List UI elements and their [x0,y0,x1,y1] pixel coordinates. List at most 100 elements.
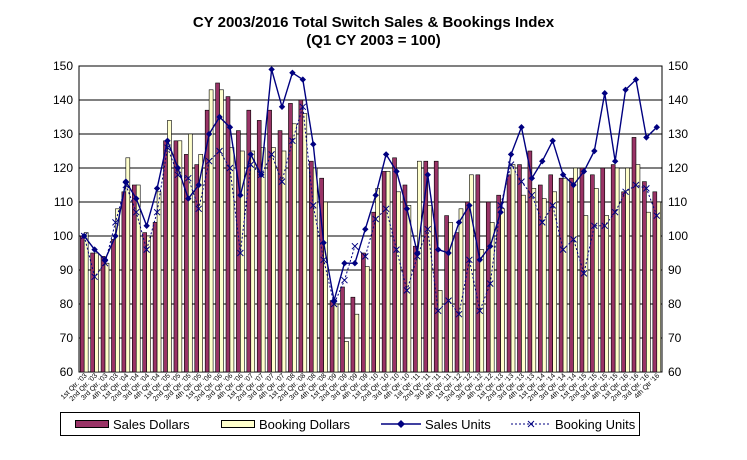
point-sales-units [580,168,588,175]
bar-booking-dollars [323,201,328,373]
point-booking-units [622,188,629,196]
y-tick-label-left: 110 [54,195,73,209]
point-booking-units [361,253,369,260]
bar-booking-dollars [125,157,131,373]
point-booking-units [132,208,140,216]
bar-booking-dollars [271,147,276,373]
bar-booking-dollars [646,211,651,373]
point-sales-units [362,226,369,233]
bar-booking-dollars [541,198,547,373]
point-sales-units [559,171,567,178]
point-sales-units [164,137,171,144]
point-sales-units [518,124,525,131]
bar-sales-dollars [381,171,387,373]
y-tick-label-right: 60 [668,365,682,379]
point-sales-units [528,175,536,182]
point-sales-units [601,90,608,97]
bar-sales-dollars [142,232,147,373]
point-booking-units [445,297,452,304]
point-sales-units [591,147,598,155]
bar-sales-dollars [392,157,397,373]
bar-booking-dollars [562,177,568,373]
bar-sales-dollars [225,96,231,373]
bar-sales-dollars [590,174,595,373]
point-sales-units [257,171,265,178]
point-booking-units [559,246,567,253]
point-booking-units [455,310,463,318]
bar-sales-dollars [413,245,418,373]
bar-sales-dollars [163,140,168,373]
legend-item-booking-units: Booking Units [511,416,635,432]
point-sales-units [205,130,213,138]
point-sales-units [611,158,619,165]
point-booking-units [528,191,536,199]
point-sales-units [476,256,484,263]
bar-booking-dollars [208,89,214,373]
point-booking-units [268,151,275,158]
bar-sales-dollars [631,137,637,373]
bar-sales-dollars [361,252,366,373]
point-sales-units [268,66,275,73]
y-tick-label-left: 140 [53,93,73,107]
legend-label-sales-units: Sales Units [425,416,491,432]
point-sales-units [195,181,202,189]
point-booking-units [101,259,109,267]
point-booking-units [486,280,494,287]
point-booking-units [91,273,98,281]
legend-label-booking-dollars: Booking Dollars [259,416,351,432]
point-sales-units [237,192,244,199]
y-tick-label-left: 60 [60,365,74,379]
bar-booking-dollars [614,167,620,373]
bar-sales-dollars [152,222,158,373]
bar-booking-dollars [188,133,193,373]
point-booking-units [372,215,380,223]
point-sales-units [393,168,400,175]
point-sales-units [382,151,390,158]
point-sales-units [112,232,119,240]
point-sales-units [185,195,192,202]
y-tick-label-right: 140 [668,93,688,107]
bar-sales-dollars [600,167,606,373]
legend-label-booking-units: Booking Units [555,416,636,432]
bar-sales-dollars [371,211,377,373]
legend-swatch-booking-units [511,420,551,428]
bar-sales-dollars [579,167,585,373]
y-tick-label-left: 70 [60,331,74,345]
point-sales-units [247,151,254,158]
bar-sales-dollars [194,164,200,373]
point-sales-units [466,202,473,209]
legend-swatch-sales-units [381,420,421,428]
bar-booking-dollars [427,205,433,373]
point-booking-units [299,103,307,111]
point-booking-units [653,212,661,219]
bar-sales-dollars [121,191,127,373]
bar-booking-dollars [333,303,339,373]
bar-booking-dollars [167,120,172,373]
point-sales-units [632,76,640,83]
point-sales-units [570,181,577,189]
point-sales-units [424,171,431,178]
point-sales-units [549,137,556,144]
point-sales-units [299,76,307,83]
bar-sales-dollars [308,160,314,373]
bar-booking-dollars [146,235,151,373]
point-sales-units [414,249,421,257]
bar-booking-dollars [489,222,495,373]
chart-subtitle: (Q1 CY 2003 = 100) [306,32,441,49]
point-sales-units [539,158,546,165]
y-tick-label-left: 80 [60,297,74,311]
bar-sales-dollars [642,181,647,373]
bar-sales-dollars [610,164,616,373]
bar-sales-dollars [433,160,439,373]
bar-booking-dollars [312,167,318,373]
legend-item-booking-dollars: Booking Dollars [221,416,350,432]
bar-sales-dollars [298,99,304,373]
point-sales-units [455,219,463,226]
bar-booking-dollars [500,208,505,373]
point-booking-units [476,307,484,315]
bar-sales-dollars [350,296,356,373]
bar-sales-dollars [267,109,272,373]
bar-booking-dollars [583,215,589,373]
line-sales-units [83,69,658,301]
